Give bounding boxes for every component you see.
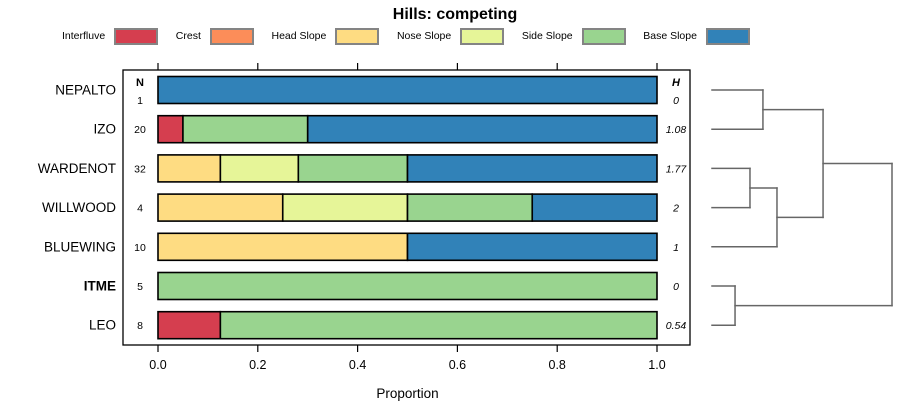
legend-swatch [114, 27, 159, 45]
legend-swatch [581, 27, 626, 45]
row-label-itme: ITME [84, 279, 116, 294]
h-value: 1 [673, 242, 679, 254]
bar-segment-nose-slope [219, 154, 300, 183]
h-value: 2 [672, 203, 679, 215]
x-axis-title: Proportion [376, 386, 438, 401]
legend-label: Crest [175, 30, 201, 42]
legend-label: Base Slope [643, 30, 697, 42]
row-label-wardenot: WARDENOT [38, 161, 116, 176]
bar-segment-base-slope [306, 114, 658, 144]
row-label-izo: IZO [94, 122, 117, 137]
legend-item-head-slope: Head Slope [271, 27, 380, 45]
legend-label: Head Slope [271, 30, 327, 42]
legend-item-nose-slope: Nose Slope [396, 27, 505, 45]
bar-segment-side-slope [182, 114, 309, 144]
bar-segment-side-slope [406, 193, 534, 222]
chart-title: Hills: competing [392, 6, 518, 23]
legend-swatch [209, 27, 254, 45]
bar-segment-base-slope [406, 154, 658, 183]
h-value: 0 [673, 95, 679, 107]
legend-label: Nose Slope [396, 30, 452, 42]
x-tick-label: 0.0 [149, 358, 166, 372]
n-column-header: N [136, 77, 144, 89]
row-label-leo: LEO [89, 318, 116, 333]
bar-segment-head-slope [157, 232, 409, 262]
row-label-bluewing: BLUEWING [44, 239, 116, 254]
bar-segment-head-slope [157, 154, 222, 183]
bar-segment-side-slope [297, 154, 409, 183]
h-value: 0.54 [666, 320, 687, 332]
bar-segment-base-slope [406, 232, 658, 262]
n-value: 10 [134, 242, 146, 254]
legend-item-interfluve: Interfluve [62, 27, 159, 45]
plot-box [122, 69, 691, 346]
x-tick-label: 1.0 [648, 358, 665, 372]
legend-swatch [705, 27, 750, 45]
legend-item-base-slope: Base Slope [643, 27, 750, 45]
n-value: 32 [134, 163, 146, 175]
bar-segment-interfluve [157, 310, 222, 340]
legend-item-side-slope: Side Slope [521, 27, 626, 45]
n-value: 1 [137, 95, 143, 107]
x-tick-label: 0.4 [349, 358, 366, 372]
bar-segment-head-slope [157, 193, 284, 222]
h-value: 1.77 [666, 163, 688, 175]
row-label-willwood: WILLWOOD [42, 200, 116, 215]
n-value: 8 [137, 320, 143, 332]
legend-label: Side Slope [521, 30, 573, 42]
h-value: 0 [673, 281, 679, 293]
n-value: 5 [137, 281, 143, 293]
x-tick-label: 0.6 [449, 358, 466, 372]
bar-segment-base-slope [531, 193, 658, 222]
x-tick-label: 0.2 [249, 358, 266, 372]
legend: Interfluve Crest Head Slope Nose Slope Side … [62, 27, 750, 45]
x-tick-label: 0.8 [549, 358, 566, 372]
bar-segment-side-slope [157, 271, 658, 301]
row-label-nepalto: NEPALTO [55, 83, 116, 98]
bar-segment-nose-slope [281, 193, 409, 222]
n-value: 20 [134, 124, 146, 136]
legend-label: Interfluve [62, 30, 106, 42]
bar-segment-side-slope [219, 310, 658, 340]
legend-swatch [460, 27, 505, 45]
h-value: 1.08 [666, 124, 687, 136]
legend-item-crest: Crest [175, 27, 254, 45]
bar-segment-interfluve [157, 114, 184, 144]
legend-swatch [335, 27, 380, 45]
n-value: 4 [137, 203, 143, 215]
h-column-header: H [672, 77, 681, 89]
bar-segment-base-slope [157, 75, 658, 105]
